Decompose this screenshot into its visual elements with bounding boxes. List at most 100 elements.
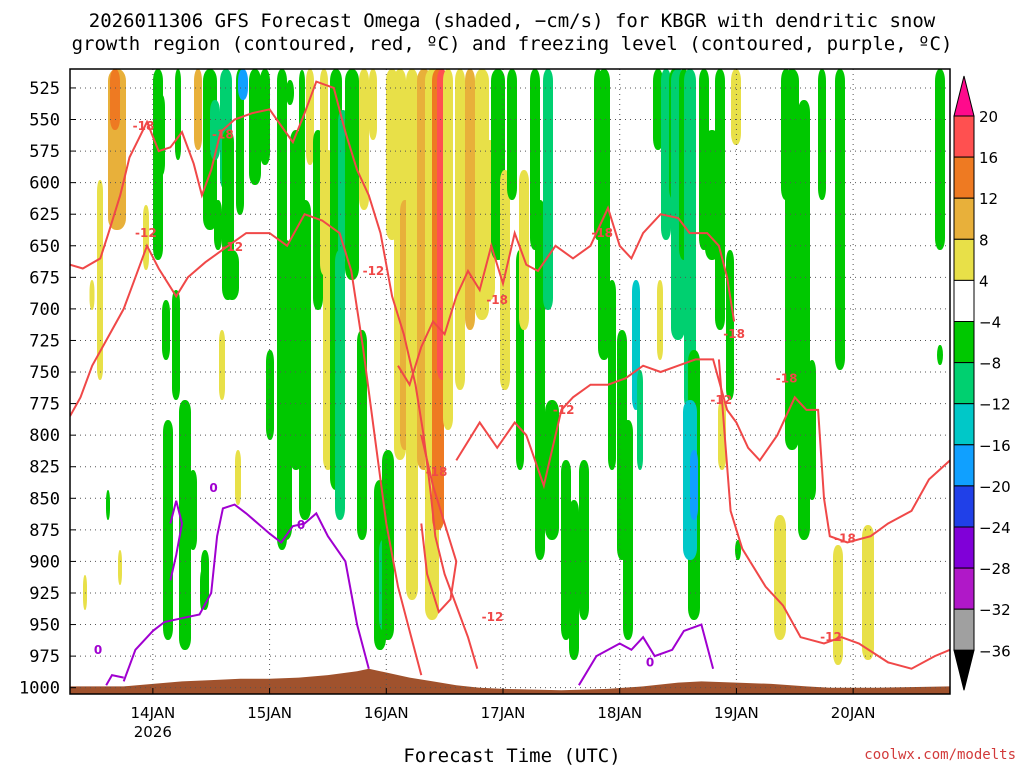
y-tick-label: 675 <box>29 268 60 288</box>
omega-shade-cell <box>382 450 394 640</box>
y-tick-label: 725 <box>29 331 60 351</box>
omega-shade-cell <box>335 250 345 520</box>
omega-shade-cell <box>369 69 377 140</box>
contour-label: 0 <box>646 655 654 669</box>
omega-shade-cell <box>159 95 165 175</box>
omega-shade-cell <box>214 200 222 250</box>
colorbar-label: 4 <box>979 272 989 290</box>
omega-shade-cell <box>690 450 698 520</box>
y-tick-label: 525 <box>29 79 60 99</box>
omega-shade-cell <box>726 250 734 400</box>
colorbar-swatch <box>953 197 975 240</box>
contour-labels: -18 -18 -12 -12 -12 -18 -18 -12 -18 -12 -18 -18 -12 -… <box>94 119 856 670</box>
x-tick-label: 20JAN <box>831 704 876 722</box>
contour-label: 0 <box>94 643 102 657</box>
omega-shade-cell <box>406 69 418 600</box>
omega-shade-cell <box>201 550 209 610</box>
omega-shade-cell <box>189 470 197 550</box>
y-tick-label: 550 <box>29 111 60 131</box>
omega-shade-cell <box>935 69 945 250</box>
y-tick-label: 900 <box>29 552 60 572</box>
omega-shade-cell <box>543 69 553 310</box>
colorbar-swatch <box>953 156 975 199</box>
y-tick-label: 750 <box>29 363 60 383</box>
y-tick-label: 775 <box>29 395 60 415</box>
colorbar-swatch <box>953 238 975 281</box>
colorbar-swatch <box>953 526 975 569</box>
chart-title-line-1: 2026011306 GFS Forecast Omega (shaded, −… <box>88 10 936 32</box>
credit-text: coolwx.com/modelts <box>864 747 1016 763</box>
omega-shade-cell <box>774 515 786 640</box>
colorbar: 20 16 12 8 4 −4 −8 −12 −16 −20 −24 −28 −32 −36 <box>953 75 1011 691</box>
omega-shade-cell <box>455 69 465 390</box>
x-tick-label: 16JAN <box>364 704 409 722</box>
contour-label: -12 <box>820 630 842 644</box>
dendritic-growth-contour <box>397 205 736 388</box>
terrain-profile <box>70 668 950 694</box>
y-tick-label: 650 <box>29 237 60 257</box>
omega-shade-cell <box>175 69 181 160</box>
omega-shade-cell <box>835 69 845 370</box>
omega-shade-cell <box>249 69 261 185</box>
colorbar-label: −20 <box>979 478 1011 496</box>
colorbar-swatch <box>953 115 975 158</box>
omega-shade-cell <box>684 69 696 410</box>
omega-shade-cell <box>345 69 359 280</box>
colorbar-label: 8 <box>979 231 989 249</box>
omega-shade-cell <box>299 70 305 215</box>
freezing-level-contour <box>105 673 124 686</box>
omega-shade-cell <box>286 80 294 105</box>
colorbar-label: 12 <box>979 190 998 208</box>
omega-shade-cell <box>236 69 244 215</box>
contour-label: 0 <box>209 481 217 495</box>
contour-label: -18 <box>591 226 613 240</box>
omega-shade-cell <box>172 290 180 400</box>
omega-shade-cell <box>519 170 529 330</box>
colorbar-swatch <box>953 321 975 364</box>
x-axis-label: Forecast Time (UTC) <box>403 745 621 767</box>
omega-shade-cell <box>299 200 311 520</box>
colorbar-label: −36 <box>979 642 1011 660</box>
omega-shade-cell <box>637 370 643 470</box>
omega-shade-cell <box>110 69 120 130</box>
contour-label: -18 <box>776 371 798 385</box>
contour-label: -18 <box>486 293 508 307</box>
omega-shade-cell <box>661 69 671 240</box>
omega-shade-cell <box>731 69 741 145</box>
omega-shade-cell <box>163 420 173 640</box>
colorbar-label: −8 <box>979 355 1001 373</box>
y-tick-label: 975 <box>29 647 60 667</box>
dendritic-growth-contour <box>717 359 950 670</box>
y-tick-label: 925 <box>29 584 60 604</box>
contour-label: -12 <box>221 240 243 254</box>
y-tick-label: 875 <box>29 521 60 541</box>
omega-shade-cell <box>818 69 826 200</box>
omega-shade-cell <box>260 69 270 165</box>
freezing-level-contour <box>122 503 370 682</box>
omega-shade-cell <box>608 280 616 470</box>
colorbar-label: −28 <box>979 560 1011 578</box>
omega-shade-cell <box>507 69 517 200</box>
omega-shade-cell <box>653 69 663 150</box>
x-tick-label: 18JAN <box>597 704 642 722</box>
omega-shade-cell <box>937 345 943 365</box>
colorbar-label: −32 <box>979 601 1011 619</box>
omega-shade-cell <box>106 490 110 520</box>
colorbar-label: −24 <box>979 519 1011 537</box>
omega-shade-cell <box>357 330 367 540</box>
colorbar-max-arrow <box>953 75 975 117</box>
y-tick-label: 850 <box>29 489 60 509</box>
dendritic-growth-contour <box>70 212 423 676</box>
omega-shade-cell <box>623 420 633 640</box>
y-tick-label: 600 <box>29 174 60 194</box>
omega-shade-cell <box>89 280 95 310</box>
omega-shade-cell <box>569 500 579 660</box>
y-axis: 525 550 575 600 625 650 675 700 725 750 775 800 825 8… <box>19 79 76 699</box>
omega-shade-cell <box>238 69 248 100</box>
contour-label: -12 <box>710 393 732 407</box>
contour-label: -18 <box>426 465 448 479</box>
colorbar-label: −16 <box>979 437 1011 455</box>
omega-shade-cell <box>280 240 292 540</box>
contour-label: -18 <box>133 119 155 133</box>
